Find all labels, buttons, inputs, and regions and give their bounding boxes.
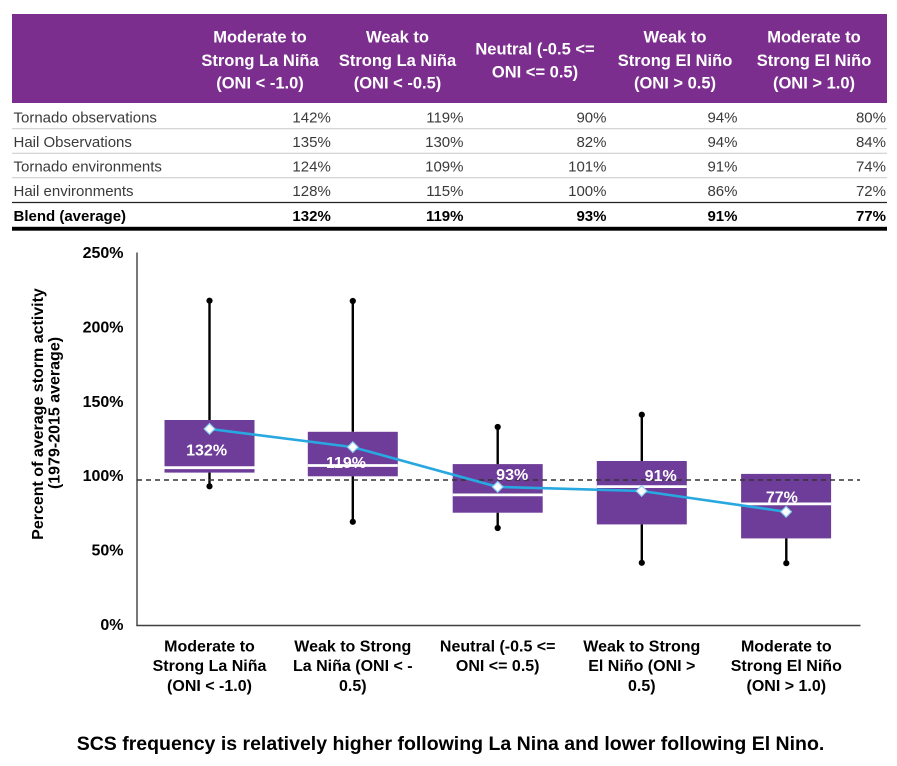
- svg-text:250%: 250%: [83, 245, 124, 262]
- svg-text:77%: 77%: [856, 208, 886, 225]
- svg-text:Moderate to: Moderate to: [213, 29, 307, 47]
- svg-text:91%: 91%: [707, 208, 737, 225]
- svg-text:77%: 77%: [766, 489, 798, 506]
- svg-text:Blend (average): Blend (average): [14, 208, 127, 225]
- svg-text:86%: 86%: [707, 183, 737, 200]
- svg-text:Strong El Niño: Strong El Niño: [731, 658, 842, 675]
- svg-text:84%: 84%: [856, 134, 886, 151]
- svg-text:(1979-2015 average): (1979-2015 average): [47, 337, 64, 489]
- svg-text:ONI <= 0.5): ONI <= 0.5): [492, 64, 578, 82]
- svg-text:Tornado observations: Tornado observations: [14, 109, 157, 126]
- svg-text:(ONI > 1.0): (ONI > 1.0): [773, 75, 855, 93]
- svg-text:Strong La Niña: Strong La Niña: [201, 52, 319, 70]
- svg-text:128%: 128%: [292, 183, 330, 200]
- svg-text:72%: 72%: [856, 183, 886, 200]
- svg-text:100%: 100%: [568, 183, 606, 200]
- svg-text:Weak to Strong: Weak to Strong: [583, 638, 700, 655]
- svg-text:Weak to Strong: Weak to Strong: [294, 638, 411, 655]
- svg-text:94%: 94%: [707, 134, 737, 151]
- svg-text:0.5): 0.5): [339, 678, 367, 695]
- svg-text:Neutral (-0.5 <=: Neutral (-0.5 <=: [440, 638, 556, 655]
- svg-text:ONI <= 0.5): ONI <= 0.5): [456, 658, 540, 675]
- svg-text:82%: 82%: [576, 134, 606, 151]
- svg-text:Hail Observations: Hail Observations: [14, 134, 132, 151]
- svg-text:Strong La Niña: Strong La Niña: [339, 52, 457, 70]
- svg-text:91%: 91%: [707, 158, 737, 175]
- svg-text:150%: 150%: [83, 394, 124, 411]
- svg-text:(ONI > 0.5): (ONI > 0.5): [634, 75, 716, 93]
- svg-text:80%: 80%: [856, 109, 886, 126]
- svg-text:(ONI < -1.0): (ONI < -1.0): [216, 75, 304, 93]
- svg-text:(ONI > 1.0): (ONI > 1.0): [747, 678, 827, 695]
- svg-text:(ONI < -1.0): (ONI < -1.0): [167, 678, 252, 695]
- svg-text:200%: 200%: [83, 319, 124, 336]
- svg-text:Moderate to: Moderate to: [767, 29, 861, 47]
- svg-text:El Niño (ONI >: El Niño (ONI >: [588, 658, 695, 675]
- svg-text:115%: 115%: [426, 183, 463, 200]
- svg-text:Hail environments: Hail environments: [14, 183, 134, 200]
- svg-text:119%: 119%: [426, 109, 463, 126]
- svg-text:119%: 119%: [426, 208, 464, 225]
- svg-text:SCS frequency is relatively hi: SCS frequency is relatively higher follo…: [77, 733, 825, 755]
- svg-text:Percent of average storm activ: Percent of average storm activity: [30, 288, 47, 540]
- svg-text:Weak to: Weak to: [366, 29, 429, 47]
- svg-text:74%: 74%: [856, 158, 886, 175]
- svg-text:132%: 132%: [186, 442, 227, 459]
- svg-text:109%: 109%: [425, 158, 463, 175]
- svg-text:91%: 91%: [645, 468, 677, 485]
- svg-text:Moderate to: Moderate to: [741, 638, 832, 655]
- svg-text:135%: 135%: [292, 134, 330, 151]
- svg-text:100%: 100%: [83, 468, 124, 485]
- svg-text:La Niña (ONI < -: La Niña (ONI < -: [293, 658, 413, 675]
- svg-text:Neutral (-0.5 <=: Neutral (-0.5 <=: [475, 41, 594, 59]
- svg-text:142%: 142%: [292, 109, 330, 126]
- svg-text:132%: 132%: [292, 208, 330, 225]
- svg-text:93%: 93%: [576, 208, 606, 225]
- svg-text:Moderate to: Moderate to: [164, 638, 255, 655]
- svg-text:130%: 130%: [425, 134, 463, 151]
- svg-text:90%: 90%: [576, 109, 606, 126]
- svg-text:50%: 50%: [91, 543, 123, 560]
- svg-text:119%: 119%: [326, 455, 366, 472]
- svg-text:Weak to: Weak to: [644, 29, 707, 47]
- svg-text:Tornado environments: Tornado environments: [14, 158, 162, 175]
- svg-text:0%: 0%: [100, 617, 123, 634]
- svg-text:(ONI < -0.5): (ONI < -0.5): [354, 75, 442, 93]
- svg-text:Strong El Niño: Strong El Niño: [757, 52, 872, 70]
- svg-text:0.5): 0.5): [628, 678, 656, 695]
- svg-text:Strong El Niño: Strong El Niño: [618, 52, 733, 70]
- svg-text:93%: 93%: [496, 467, 528, 484]
- svg-text:124%: 124%: [292, 158, 330, 175]
- svg-text:Strong La Niña: Strong La Niña: [153, 658, 267, 675]
- svg-text:101%: 101%: [568, 158, 606, 175]
- svg-text:94%: 94%: [707, 109, 737, 126]
